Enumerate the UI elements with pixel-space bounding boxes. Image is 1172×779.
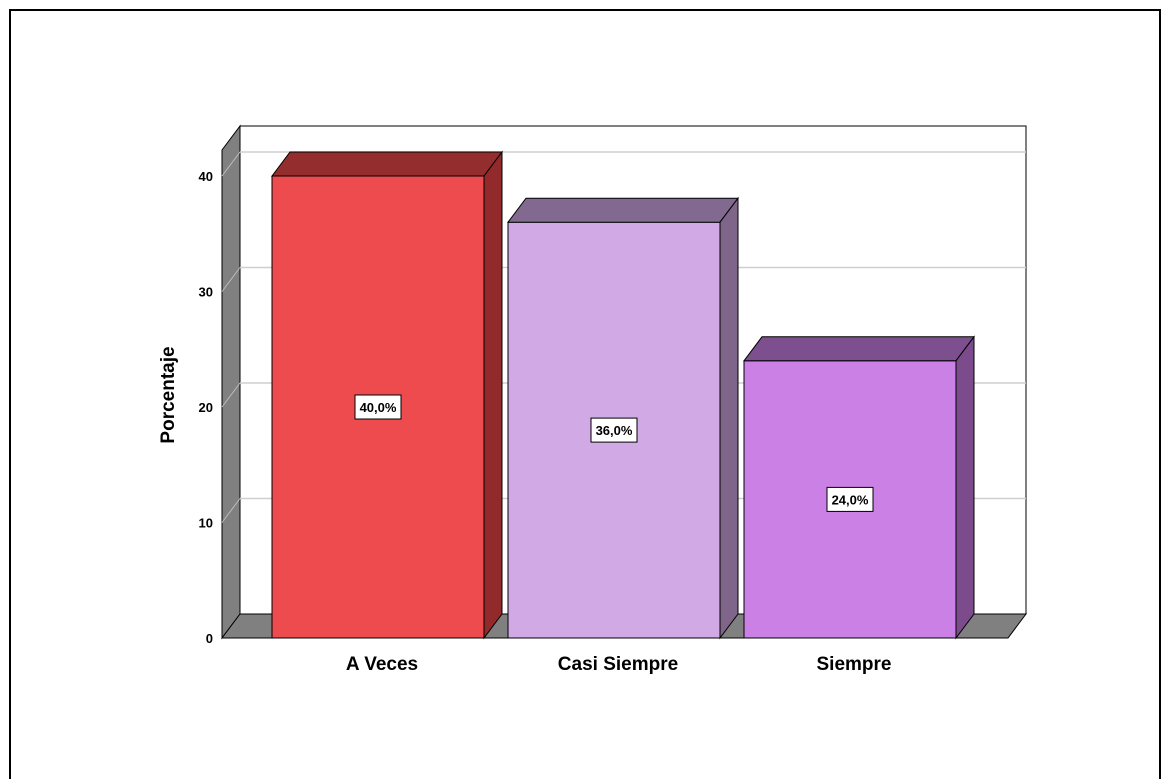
bar-side [483,150,503,640]
data-labels: 40,0% 36,0% 24,0% [354,394,874,512]
y-tick-label: 10 [199,516,213,531]
y-axis-label: Porcentaje [158,346,179,443]
y-axis-ticks: 0 10 20 30 40 [199,169,213,646]
bar-top [743,336,975,362]
x-category-label: Siempre [817,654,892,675]
chart-frame [9,9,1161,779]
gridline-side [221,267,241,292]
bar-top [271,151,503,177]
data-label: 36,0% [596,423,633,438]
data-label-box [354,394,402,420]
gridline-side [221,382,241,408]
bar-top [507,197,739,223]
y-tick-label: 40 [199,169,213,184]
y-tick-label: 20 [199,400,213,415]
gridline-side [221,151,241,177]
left-wall [221,124,241,640]
gridline-side [221,498,241,523]
bar-side [719,196,739,640]
data-label: 24,0% [832,492,869,507]
x-axis-categories: A Veces Casi Siempre Siempre [346,654,892,675]
data-label: 40,0% [360,400,397,415]
data-label-box [826,486,874,512]
bar-side [955,335,975,640]
y-tick-label: 30 [199,285,213,300]
data-label-box [590,417,638,443]
y-tick-label: 0 [206,631,213,646]
x-category-label: Casi Siempre [558,654,678,675]
x-category-label: A Veces [346,654,418,675]
